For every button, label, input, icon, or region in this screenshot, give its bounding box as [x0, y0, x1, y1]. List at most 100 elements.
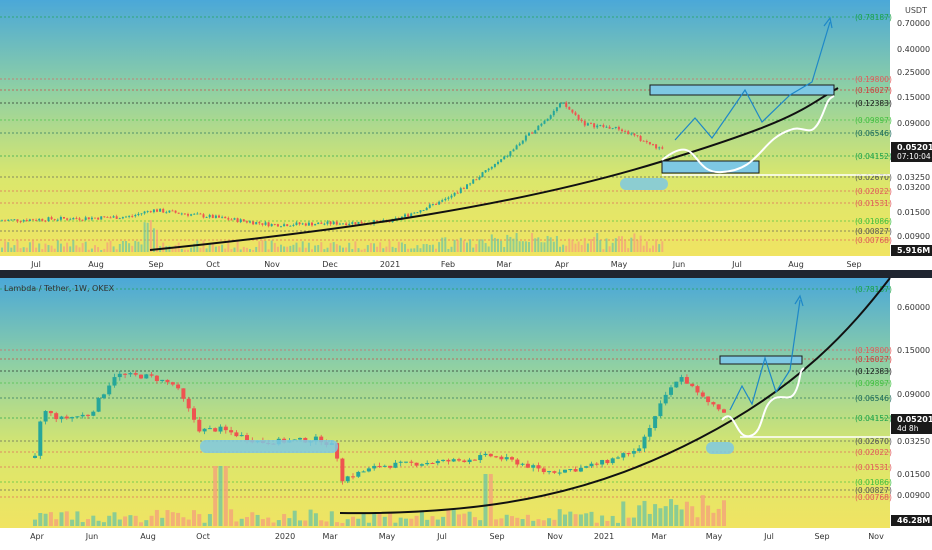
bottom-volume-bar	[536, 519, 541, 526]
bottom-volume-bar	[213, 466, 218, 526]
top-candle-body	[69, 219, 72, 221]
bottom-candle-body	[356, 471, 361, 477]
top-volume-bar	[475, 244, 478, 252]
top-candle-body	[264, 222, 267, 225]
top-volume-bar	[137, 241, 140, 252]
top-candle-body	[283, 224, 286, 227]
top-candle-body	[555, 107, 558, 112]
bottom-candle-body	[446, 459, 451, 462]
top-volume-bar	[50, 245, 53, 252]
bottom-candle-body	[388, 465, 393, 468]
top-volume-bar	[7, 242, 10, 252]
bottom-candle-body	[674, 381, 679, 388]
bottom-volume-bar	[308, 509, 313, 526]
top-candle-body	[456, 192, 459, 194]
top-candle-body	[63, 216, 65, 219]
top-level-label: (0.16027)	[855, 86, 892, 95]
top-candle-body	[633, 133, 636, 136]
top-candle-body	[211, 214, 214, 218]
bottom-volume-bar	[329, 511, 334, 526]
bottom-price-tick: 0.00900	[897, 491, 930, 500]
top-candle-body	[645, 141, 648, 143]
top-volume-bar	[466, 242, 468, 252]
top-candle-body	[249, 221, 251, 223]
bottom-candle-body	[123, 373, 128, 375]
bottom-volume-badge	[891, 515, 932, 526]
top-volume-bar	[521, 241, 524, 252]
top-volume-bar	[264, 240, 267, 252]
top-candle-body	[190, 214, 193, 216]
bottom-volume-bar	[435, 519, 440, 526]
bottom-candle-body	[197, 419, 202, 432]
top-candle-body	[335, 221, 338, 225]
top-candle-body	[562, 102, 565, 104]
bottom-volume-bar	[276, 520, 281, 526]
bottom-candle-body	[616, 457, 620, 459]
top-volume-bar	[38, 243, 41, 252]
top-volume-bar	[196, 240, 199, 252]
top-candle-body	[540, 123, 543, 126]
bottom-candle-body	[223, 426, 228, 431]
top-volume-bar	[239, 249, 242, 252]
bottom-candle-body	[245, 435, 249, 441]
top-candle-body	[413, 212, 416, 214]
top-volume-bar	[552, 241, 555, 252]
top-candle-body	[410, 213, 413, 217]
bottom-candle-body	[621, 453, 626, 458]
top-volume-bar	[16, 240, 19, 252]
bottom-volume-bar	[38, 513, 43, 526]
top-candle-body	[614, 126, 617, 128]
top-candle-body	[586, 123, 589, 126]
top-x-tick-label: Dec	[322, 260, 337, 269]
bottom-volume-bar	[711, 512, 716, 526]
top-volume-bar	[348, 242, 351, 252]
bottom-candle-body	[600, 459, 605, 465]
top-volume-bar	[249, 249, 251, 252]
bottom-volume-bar	[663, 506, 668, 526]
top-candle-body	[224, 216, 227, 219]
top-volume-bar	[134, 240, 137, 252]
bottom-volume-bar	[117, 519, 122, 526]
top-candle-body	[171, 210, 174, 212]
top-level-label: (0.19800)	[855, 75, 892, 84]
top-volume-bar	[416, 245, 419, 252]
top-volume-bar	[292, 244, 295, 252]
bottom-candle-body	[568, 469, 573, 471]
bottom-volume-bar	[319, 520, 324, 526]
top-candle-body	[180, 213, 183, 215]
top-level-label: (0.02670)	[855, 173, 892, 182]
top-volume-bar	[25, 247, 28, 252]
bottom-candle-body	[695, 386, 700, 393]
top-volume-bar	[559, 246, 561, 252]
bottom-candle-body	[239, 435, 244, 437]
bottom-volume-bar	[467, 511, 472, 526]
top-volume-bar	[400, 242, 403, 252]
top-white-projection	[661, 95, 835, 174]
bottom-volume-bar	[563, 514, 567, 526]
bottom-price-tick: 0.60000	[897, 303, 930, 312]
top-x-tick-label: Aug	[88, 260, 104, 269]
bottom-candle-body	[154, 375, 159, 381]
bottom-volume-bar	[170, 512, 175, 526]
top-candle-body	[447, 197, 450, 199]
top-volume-bar	[131, 245, 134, 252]
top-candle-body	[407, 214, 410, 217]
top-candle-body	[183, 213, 186, 215]
bottom-volume-bar	[43, 513, 48, 526]
top-volume-badge	[891, 245, 932, 256]
top-volume-bar	[329, 243, 332, 252]
bottom-volume-bar	[388, 511, 393, 526]
bottom-x-tick-label: Jul	[436, 532, 447, 541]
top-volume-bar	[484, 243, 487, 252]
bottom-volume-bar	[75, 511, 80, 526]
bottom-volume-bar	[139, 522, 143, 526]
top-volume-bar	[270, 240, 273, 252]
bottom-volume-bar	[96, 520, 101, 526]
top-candle-body	[121, 217, 124, 219]
top-candle-body	[50, 217, 53, 220]
top-candle-body	[419, 210, 422, 213]
top-volume-bar	[652, 245, 654, 252]
top-volume-bar	[379, 242, 382, 252]
top-candle-body	[311, 222, 313, 226]
